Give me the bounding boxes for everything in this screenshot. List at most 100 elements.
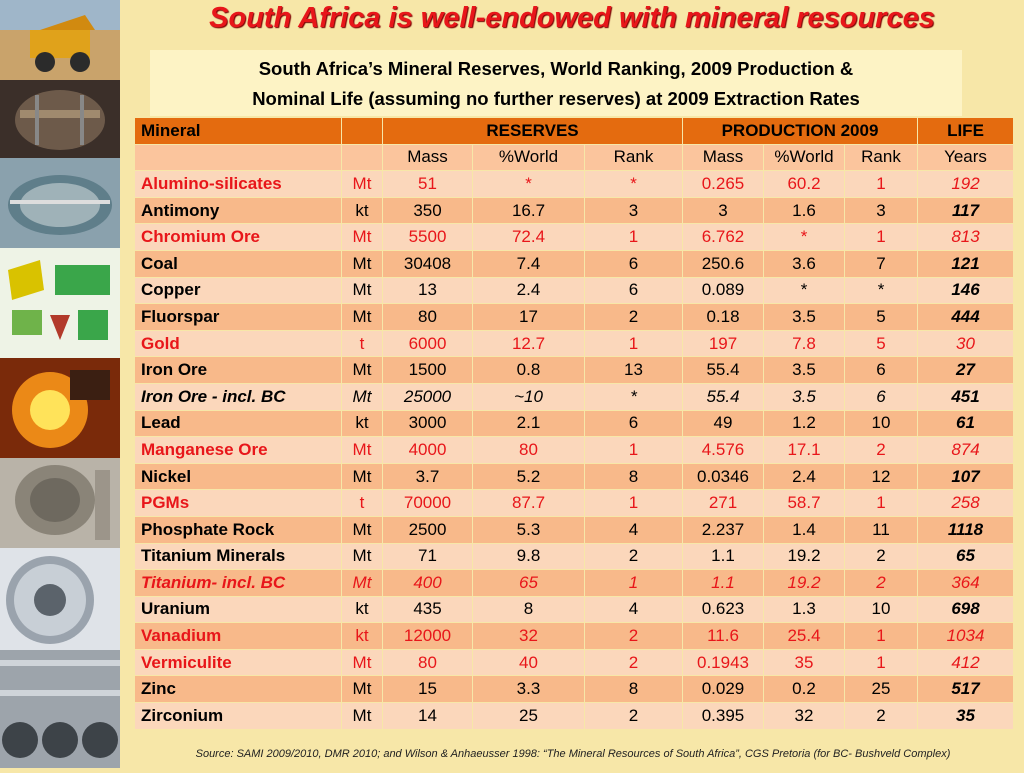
life-years-cell: 35 <box>917 702 1014 730</box>
production-mass-cell: 55.4 <box>682 382 764 411</box>
mineral-name-cell: Alumino-silicates <box>134 170 342 198</box>
reserves-mass-cell: 12000 <box>382 622 473 650</box>
subheader-blank <box>134 143 342 172</box>
steel-coil-photo <box>0 548 120 650</box>
mineral-name-cell: PGMs <box>134 489 342 517</box>
production-rank-cell: * <box>844 276 918 305</box>
production-mass-cell: 197 <box>682 329 764 358</box>
reserves-world-pct-cell: 3.3 <box>472 675 585 704</box>
production-mass-cell: 0.395 <box>682 702 764 730</box>
unit-cell: Mt <box>341 170 383 198</box>
reserves-rank-cell: * <box>584 382 683 411</box>
reserves-rank-cell: 3 <box>584 196 683 225</box>
unit-cell: t <box>341 329 383 358</box>
header-unit-blank <box>341 117 383 145</box>
source-note: Source: SAMI 2009/2010, DMR 2010; and Wi… <box>195 748 951 760</box>
production-rank-cell: 2 <box>844 436 918 464</box>
life-years-cell: 146 <box>917 276 1014 305</box>
reserves-rank-cell: 8 <box>584 675 683 704</box>
reserves-mass-cell: 70000 <box>382 489 473 517</box>
mining-truck-photo <box>0 0 120 80</box>
header-row-columns: Mass %World Rank Mass %World Rank Years <box>134 143 1014 172</box>
production-world-pct-cell: 1.3 <box>763 595 845 624</box>
production-rank-cell: 3 <box>844 196 918 225</box>
mineral-name-cell: Zirconium <box>134 702 342 730</box>
reserves-rank-cell: 2 <box>584 303 683 331</box>
reserves-mass-cell: 3.7 <box>382 462 473 491</box>
production-rank-cell: 10 <box>844 595 918 624</box>
molten-metal-pour-photo <box>0 358 120 458</box>
reserves-mass-cell: 30408 <box>382 249 473 278</box>
mineral-name-cell: Titanium Minerals <box>134 542 342 571</box>
life-years-cell: 107 <box>917 462 1014 491</box>
table-row: Antimony kt 350 16.7 3 3 1.6 3 117 <box>134 196 1014 225</box>
production-mass-cell: 55.4 <box>682 356 764 384</box>
table-row: Vanadium kt 12000 32 2 11.6 25.4 1 1034 <box>134 622 1014 650</box>
reserves-rank-cell: 1 <box>584 223 683 251</box>
reserves-mass-cell: 51 <box>382 170 473 198</box>
production-rank-cell: 2 <box>844 542 918 571</box>
unit-cell: Mt <box>341 249 383 278</box>
table-caption-line-2: Nominal Life (assuming no further reserv… <box>252 88 860 109</box>
photo-sidebar <box>0 0 120 768</box>
life-years-cell: 121 <box>917 249 1014 278</box>
production-mass-cell: 1.1 <box>682 569 764 597</box>
life-years-cell: 412 <box>917 648 1014 677</box>
production-world-pct-cell: 3.5 <box>763 356 845 384</box>
production-mass-cell: 4.576 <box>682 436 764 464</box>
life-years-cell: 61 <box>917 409 1014 438</box>
production-mass-cell: 1.1 <box>682 542 764 571</box>
production-world-pct-cell: 1.4 <box>763 515 845 544</box>
production-world-pct-cell: 7.8 <box>763 329 845 358</box>
reserves-world-pct-cell: 16.7 <box>472 196 585 225</box>
sidebar-photo-strip <box>0 0 120 768</box>
mineral-reserves-table: Mineral RESERVES PRODUCTION 2009 LIFE Ma… <box>134 117 1014 730</box>
reserves-mass-cell: 6000 <box>382 329 473 358</box>
table-row: Zirconium Mt 14 25 2 0.395 32 2 35 <box>134 702 1014 730</box>
reserves-mass-cell: 2500 <box>382 515 473 544</box>
unit-cell: Mt <box>341 462 383 491</box>
production-mass-cell: 0.265 <box>682 170 764 198</box>
life-years-cell: 65 <box>917 542 1014 571</box>
reserves-world-pct-cell: ~10 <box>472 382 585 411</box>
production-mass-cell: 0.0346 <box>682 462 764 491</box>
production-mass-cell: 0.1943 <box>682 648 764 677</box>
mineral-name-cell: Coal <box>134 249 342 278</box>
unit-cell: kt <box>341 622 383 650</box>
production-rank-cell: 25 <box>844 675 918 704</box>
reserves-rank-cell: 6 <box>584 409 683 438</box>
thickener-tank-photo <box>0 158 120 248</box>
mineral-name-cell: Gold <box>134 329 342 358</box>
reserves-mass-cell: 435 <box>382 595 473 624</box>
mineral-name-cell: Lead <box>134 409 342 438</box>
unit-cell: Mt <box>341 542 383 571</box>
production-rank-cell: 1 <box>844 489 918 517</box>
reserves-rank-cell: * <box>584 170 683 198</box>
mineral-name-cell: Vermiculite <box>134 648 342 677</box>
reserves-world-pct-cell: 72.4 <box>472 223 585 251</box>
production-mass-cell: 271 <box>682 489 764 517</box>
production-world-pct-cell: 3.5 <box>763 303 845 331</box>
reserves-rank-cell: 1 <box>584 329 683 358</box>
life-years-cell: 117 <box>917 196 1014 225</box>
production-world-pct-cell: 3.6 <box>763 249 845 278</box>
unit-cell: Mt <box>341 675 383 704</box>
unit-cell: Mt <box>341 303 383 331</box>
production-rank-cell: 11 <box>844 515 918 544</box>
table-row: Titanium- incl. BC Mt 400 65 1 1.1 19.2 2 364 <box>134 569 1014 597</box>
reserves-rank-cell: 2 <box>584 622 683 650</box>
reserves-rank-cell: 8 <box>584 462 683 491</box>
table-row: Zinc Mt 15 3.3 8 0.029 0.2 25 517 <box>134 675 1014 704</box>
life-years-cell: 30 <box>917 329 1014 358</box>
production-rank-cell: 2 <box>844 569 918 597</box>
mineral-name-cell: Iron Ore - incl. BC <box>134 382 342 411</box>
mineral-name-cell: Fluorspar <box>134 303 342 331</box>
production-mass-cell: 3 <box>682 196 764 225</box>
production-mass-cell: 0.18 <box>682 303 764 331</box>
production-world-pct-cell: 25.4 <box>763 622 845 650</box>
mineral-name-cell: Copper <box>134 276 342 305</box>
unit-cell: kt <box>341 196 383 225</box>
mineral-name-cell: Iron Ore <box>134 356 342 384</box>
subheader-unit-blank <box>341 143 383 172</box>
reserves-mass-cell: 350 <box>382 196 473 225</box>
